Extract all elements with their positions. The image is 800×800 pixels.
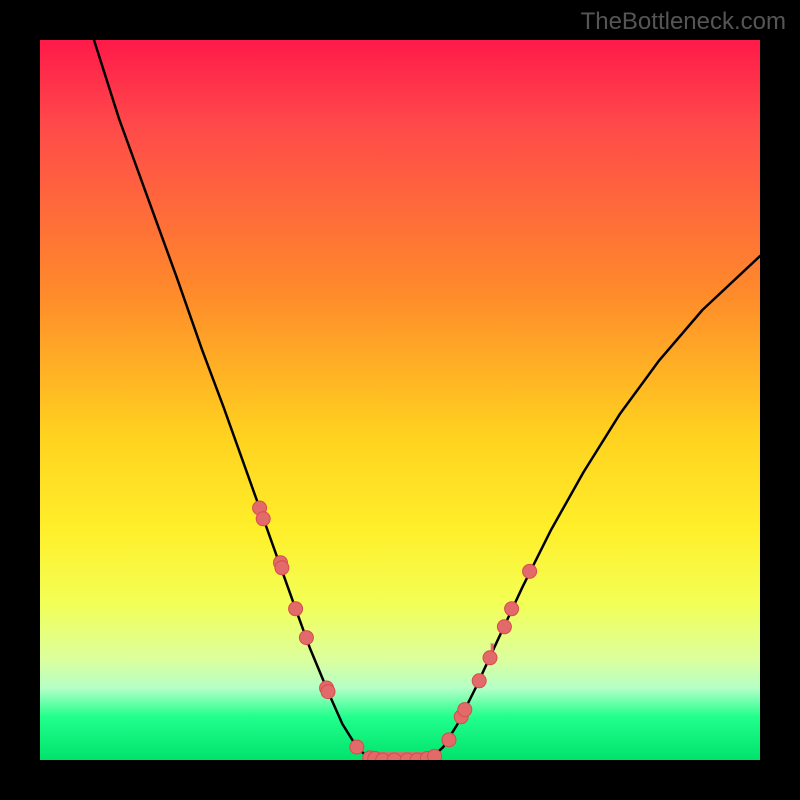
marker-dot [483,651,497,665]
plot-svg [40,40,760,760]
marker-dot [321,685,335,699]
marker-dot [442,733,456,747]
marker-dot [350,740,364,754]
marker-dot [275,561,289,575]
watermark-text: TheBottleneck.com [581,8,786,36]
marker-dot [458,703,472,717]
marker-dot [523,564,537,578]
marker-dot [289,602,303,616]
chart-container: TheBottleneck.com [0,0,800,800]
marker-dot [505,602,519,616]
marker-dot [472,674,486,688]
marker-dot [256,512,270,526]
marker-dot [299,631,313,645]
plot-background [40,40,760,760]
marker-dot [428,749,442,760]
marker-dot [497,620,511,634]
